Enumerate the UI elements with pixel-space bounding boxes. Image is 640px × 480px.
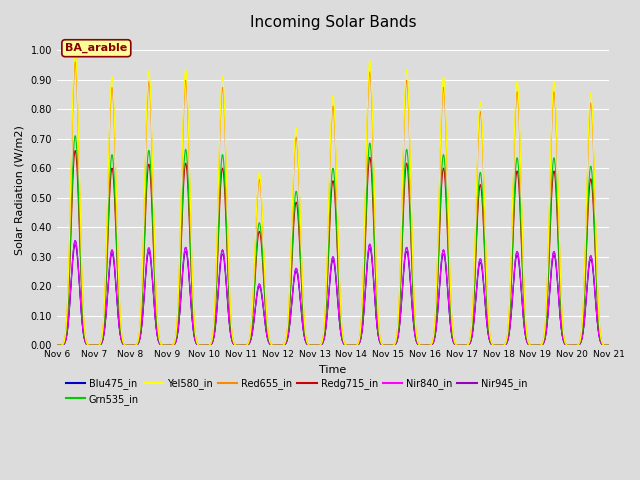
Red655_in	[572, 342, 580, 348]
Red655_in	[71, 59, 79, 65]
Blu475_in	[361, 291, 369, 297]
Redg715_in	[71, 148, 79, 154]
Red655_in	[361, 204, 369, 210]
Nir840_in	[572, 342, 580, 348]
Grn535_in	[349, 342, 357, 348]
Grn535_in	[605, 342, 613, 348]
Redg715_in	[53, 342, 61, 348]
Blu475_in	[349, 342, 357, 348]
Redg715_in	[557, 296, 564, 302]
Redg715_in	[207, 341, 215, 347]
Title: Incoming Solar Bands: Incoming Solar Bands	[250, 15, 416, 30]
Yel580_in	[572, 342, 580, 348]
Yel580_in	[207, 340, 215, 346]
Nir840_in	[493, 342, 501, 348]
Legend: Blu475_in, Grn535_in, Yel580_in, Red655_in, Redg715_in, Nir840_in, Nir945_in: Blu475_in, Grn535_in, Yel580_in, Red655_…	[62, 374, 531, 408]
Red655_in	[53, 342, 61, 348]
Nir945_in	[53, 342, 61, 348]
Grn535_in	[361, 240, 369, 246]
Nir945_in	[349, 342, 357, 348]
Nir945_in	[493, 342, 501, 348]
Yel580_in	[349, 342, 357, 348]
Line: Redg715_in: Redg715_in	[57, 151, 609, 345]
Yel580_in	[53, 342, 61, 348]
Blu475_in	[493, 342, 501, 348]
Nir840_in	[605, 342, 613, 348]
Blu475_in	[557, 318, 564, 324]
Nir945_in	[71, 242, 79, 248]
Redg715_in	[572, 342, 580, 348]
Nir945_in	[605, 342, 613, 348]
Nir840_in	[207, 342, 215, 348]
Yel580_in	[71, 48, 79, 53]
Nir945_in	[557, 319, 564, 324]
Yel580_in	[605, 342, 613, 348]
Nir840_in	[557, 318, 564, 324]
Blu475_in	[71, 238, 79, 243]
Nir840_in	[53, 342, 61, 348]
Redg715_in	[493, 342, 501, 348]
Y-axis label: Solar Radiation (W/m2): Solar Radiation (W/m2)	[15, 125, 25, 255]
Line: Red655_in: Red655_in	[57, 62, 609, 345]
Blu475_in	[572, 342, 580, 348]
Grn535_in	[493, 342, 501, 348]
Grn535_in	[71, 133, 79, 139]
Line: Nir945_in: Nir945_in	[57, 245, 609, 345]
Line: Blu475_in: Blu475_in	[57, 240, 609, 345]
Red655_in	[557, 275, 564, 281]
Nir945_in	[572, 342, 580, 348]
X-axis label: Time: Time	[319, 365, 347, 375]
Line: Nir840_in: Nir840_in	[57, 240, 609, 345]
Blu475_in	[605, 342, 613, 348]
Red655_in	[349, 342, 357, 348]
Yel580_in	[557, 272, 564, 278]
Red655_in	[605, 342, 613, 348]
Yel580_in	[493, 342, 501, 348]
Red655_in	[493, 342, 501, 348]
Nir840_in	[71, 238, 79, 243]
Blu475_in	[53, 342, 61, 348]
Redg715_in	[605, 342, 613, 348]
Redg715_in	[361, 247, 369, 253]
Grn535_in	[53, 342, 61, 348]
Line: Yel580_in: Yel580_in	[57, 50, 609, 345]
Line: Grn535_in: Grn535_in	[57, 136, 609, 345]
Nir945_in	[361, 293, 369, 299]
Text: BA_arable: BA_arable	[65, 43, 127, 53]
Nir840_in	[361, 291, 369, 297]
Blu475_in	[207, 342, 215, 348]
Grn535_in	[572, 342, 580, 348]
Grn535_in	[207, 341, 215, 347]
Nir945_in	[207, 342, 215, 348]
Red655_in	[207, 340, 215, 346]
Nir840_in	[349, 342, 357, 348]
Yel580_in	[361, 198, 369, 204]
Redg715_in	[349, 342, 357, 348]
Grn535_in	[557, 293, 564, 299]
